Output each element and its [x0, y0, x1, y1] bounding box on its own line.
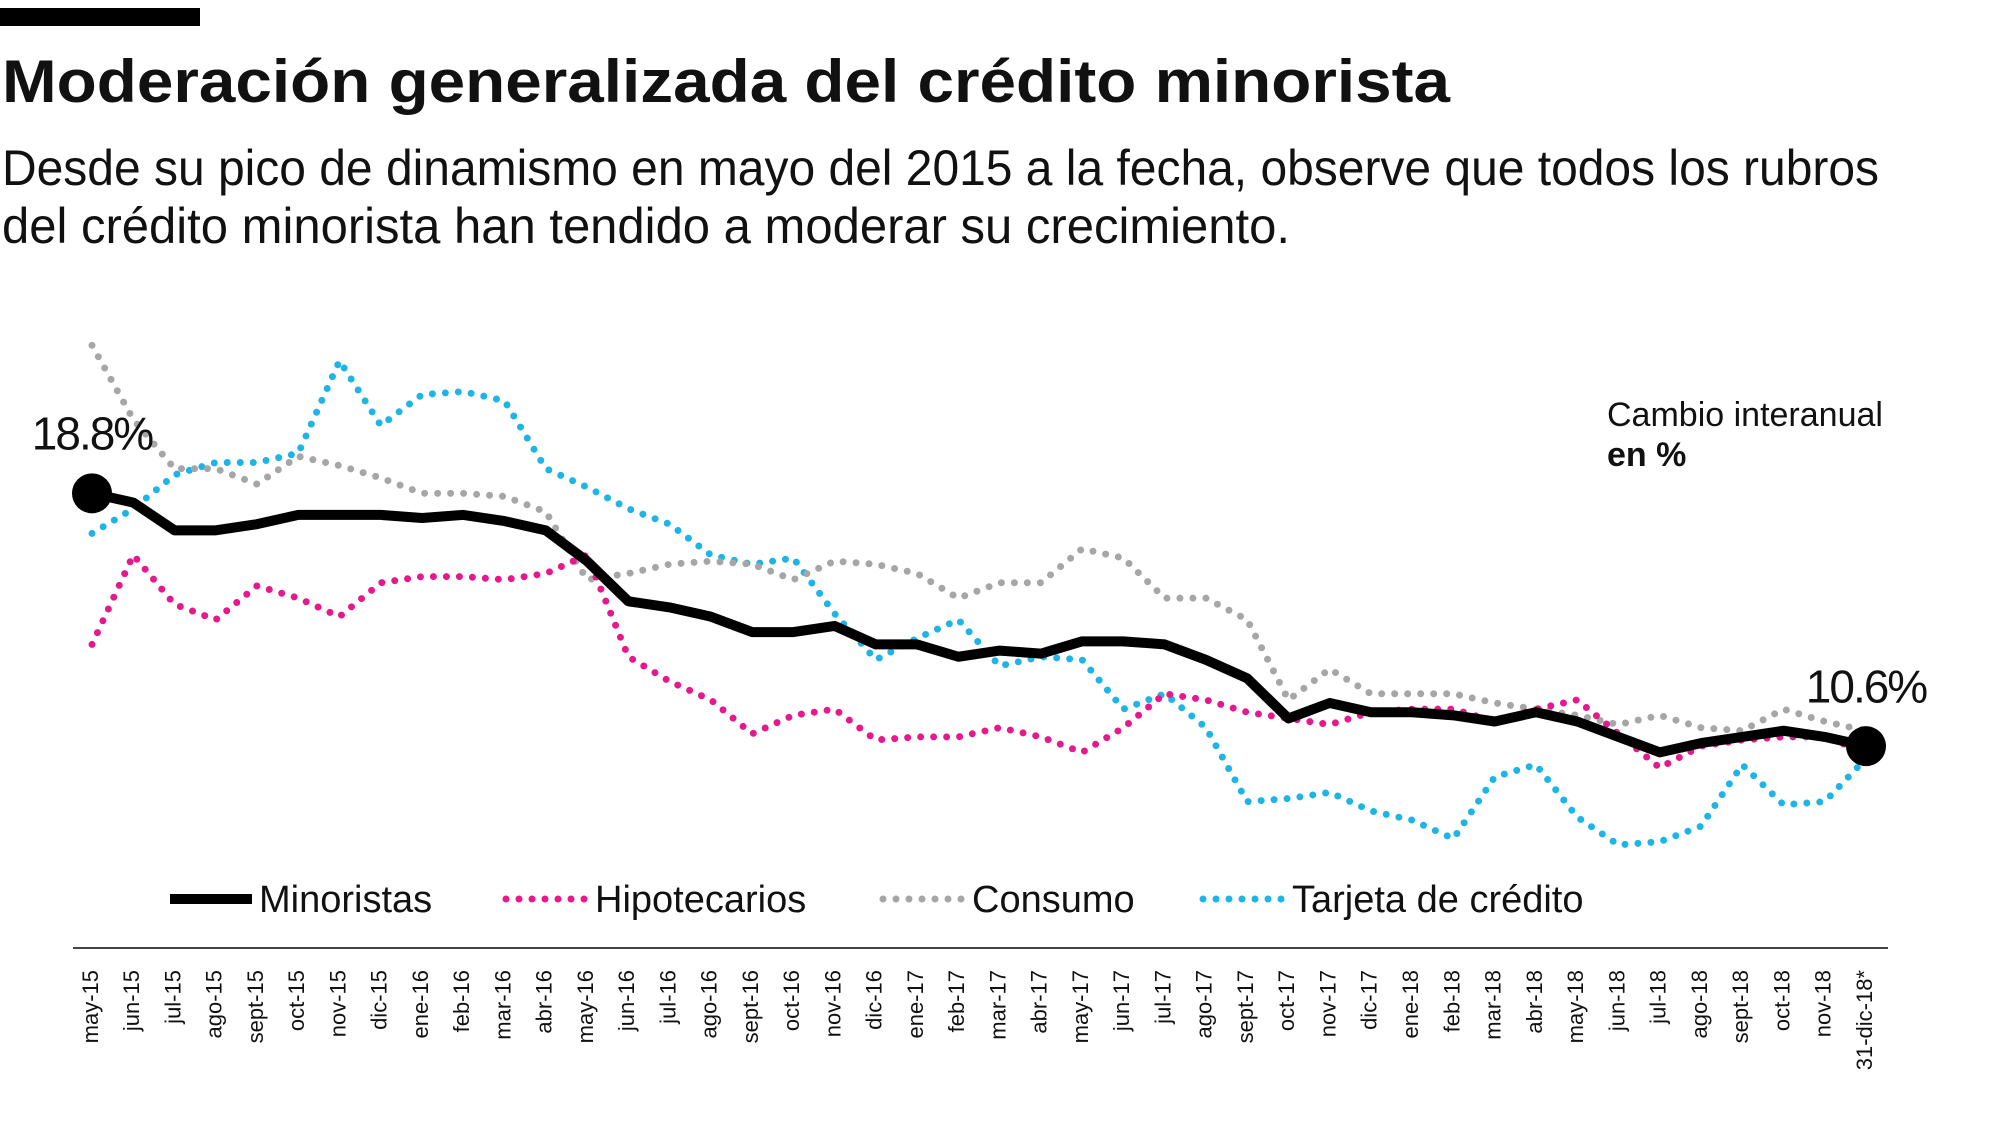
title-bar — [0, 8, 200, 26]
series-line — [88, 341, 1870, 735]
x-tick-label: ene-17 — [903, 970, 928, 1039]
x-tick-label: oct-16 — [779, 970, 804, 1031]
x-tick-label: nov-15 — [325, 970, 350, 1037]
chart-subtitle: del crédito minorista han tendido a mode… — [2, 198, 1290, 254]
x-tick-label: sept-16 — [738, 970, 763, 1043]
legend-label: Tarjeta de crédito — [1292, 879, 1584, 921]
x-tick-label: dic-16 — [862, 970, 887, 1030]
x-tick-label: oct-18 — [1769, 970, 1794, 1031]
x-tick-label: ene-18 — [1398, 970, 1423, 1039]
legend-label: Hipotecarios — [595, 879, 806, 921]
x-tick-label: may-15 — [78, 970, 103, 1043]
x-tick-label: mar-18 — [1481, 970, 1506, 1040]
series-line — [88, 353, 1870, 849]
x-tick-label: ago-18 — [1687, 970, 1712, 1039]
value-label: 18.8% — [32, 407, 154, 459]
end-marker — [1846, 726, 1886, 767]
x-tick-label: abr-18 — [1522, 970, 1547, 1034]
x-tick-label: sept-15 — [243, 970, 268, 1043]
chart-subtitle: Desde su pico de dinamismo en mayo del 2… — [2, 140, 1879, 196]
x-tick-label: oct-15 — [284, 970, 309, 1031]
end-marker — [72, 473, 112, 514]
x-tick-label: ago-17 — [1192, 970, 1217, 1039]
x-tick-label: dic-17 — [1357, 970, 1382, 1030]
x-tick-label: ago-15 — [202, 970, 227, 1039]
x-tick-label: jun-15 — [119, 970, 144, 1032]
x-tick-label: jul-15 — [160, 970, 185, 1025]
x-tick-label: mar-16 — [490, 970, 515, 1040]
annotation: Cambio interanual — [1607, 396, 1883, 434]
x-tick-label: abr-16 — [532, 970, 557, 1034]
x-tick-label: ago-16 — [697, 970, 722, 1039]
x-tick-label: feb-17 — [944, 970, 969, 1032]
x-tick-label: jun-16 — [614, 970, 639, 1032]
x-tick-label: jul-16 — [655, 970, 680, 1025]
value-label: 10.6% — [1806, 660, 1928, 712]
x-tick-label: jun-17 — [1109, 970, 1134, 1032]
x-tick-label: abr-17 — [1027, 970, 1052, 1034]
x-tick-label: ene-16 — [408, 970, 433, 1039]
x-tick-label: nov-18 — [1811, 970, 1836, 1037]
chart-title: Moderación generalizada del crédito mino… — [2, 48, 1451, 115]
annotation: en % — [1607, 436, 1686, 474]
x-tick-label: jul-17 — [1150, 970, 1175, 1025]
x-tick-label: may-17 — [1068, 970, 1093, 1043]
x-tick-label: dic-15 — [367, 970, 392, 1030]
x-tick-label: feb-18 — [1439, 970, 1464, 1032]
x-tick-label: jul-18 — [1646, 970, 1671, 1025]
x-tick-label: 31-dic-18* — [1852, 970, 1877, 1071]
series-line — [88, 548, 1870, 772]
x-tick-label: mar-17 — [985, 970, 1010, 1040]
legend-label: Minoristas — [259, 879, 432, 921]
x-tick-label: oct-17 — [1274, 970, 1299, 1031]
x-tick-label: may-18 — [1563, 970, 1588, 1043]
x-tick-label: jun-18 — [1604, 970, 1629, 1032]
x-tick-label: sept-17 — [1233, 970, 1258, 1043]
legend-label: Consumo — [972, 879, 1135, 921]
x-tick-label: sept-18 — [1728, 970, 1753, 1043]
series-line — [90, 488, 1868, 758]
x-tick-label: may-16 — [573, 970, 598, 1043]
x-tick-label: nov-16 — [820, 970, 845, 1037]
x-tick-label: feb-16 — [449, 970, 474, 1032]
x-tick-label: nov-17 — [1315, 970, 1340, 1037]
